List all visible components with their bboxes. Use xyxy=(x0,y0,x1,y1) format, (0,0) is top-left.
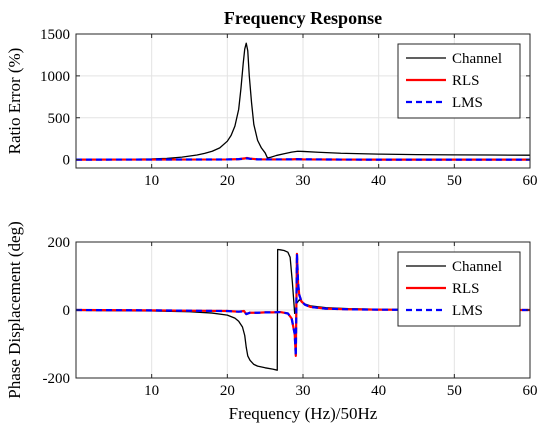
x-axis-label: Frequency (Hz)/50Hz xyxy=(229,404,378,423)
chart-panel-2: 10 20 30 40 50 60 -200 0 200 Frequency (Hz)/50Hz P… xyxy=(5,221,538,423)
legend-label-lms: LMS xyxy=(452,95,483,111)
y-tick-label: 0 xyxy=(63,303,71,319)
y-axis-label: Ratio Error (%) xyxy=(5,48,24,155)
y-tick-label: 200 xyxy=(48,235,71,251)
x-tick-label: 20 xyxy=(220,173,235,189)
chart-panel-1: 10 20 30 40 50 60 0 500 1000 1500 Frequency Respon… xyxy=(5,8,538,189)
y-tick-label: 500 xyxy=(48,111,71,127)
y-tick-label: -200 xyxy=(43,371,71,387)
x-tick-label: 20 xyxy=(220,383,235,399)
legend-label-channel: Channel xyxy=(452,51,502,67)
series-line-lms xyxy=(76,157,530,161)
x-tick-label: 30 xyxy=(296,173,311,189)
x-tick-label: 40 xyxy=(371,383,386,399)
x-tick-label: 10 xyxy=(144,383,159,399)
x-tick-label: 30 xyxy=(296,383,311,399)
legend-label-channel: Channel xyxy=(452,259,502,275)
y-tick-label: 1500 xyxy=(40,27,70,43)
series-line-channel xyxy=(76,42,530,161)
chart-title: Frequency Response xyxy=(224,8,382,28)
x-tick-label: 10 xyxy=(144,173,159,189)
y-tick-label: 0 xyxy=(63,153,71,169)
x-tick-label: 60 xyxy=(523,173,538,189)
legend: Channel RLS LMS xyxy=(397,43,521,119)
series-line-lms xyxy=(76,252,530,357)
y-axis-label: Phase Displacement (deg) xyxy=(5,221,24,399)
legend-label-rls: RLS xyxy=(452,281,480,297)
x-tick-label: 40 xyxy=(371,173,386,189)
y-tick-label: 1000 xyxy=(40,69,70,85)
x-tick-label: 50 xyxy=(447,173,462,189)
x-tick-label: 50 xyxy=(447,383,462,399)
legend-label-rls: RLS xyxy=(452,73,480,89)
legend-label-lms: LMS xyxy=(452,303,483,319)
legend: Channel RLS LMS xyxy=(397,251,521,327)
x-tick-label: 60 xyxy=(523,383,538,399)
